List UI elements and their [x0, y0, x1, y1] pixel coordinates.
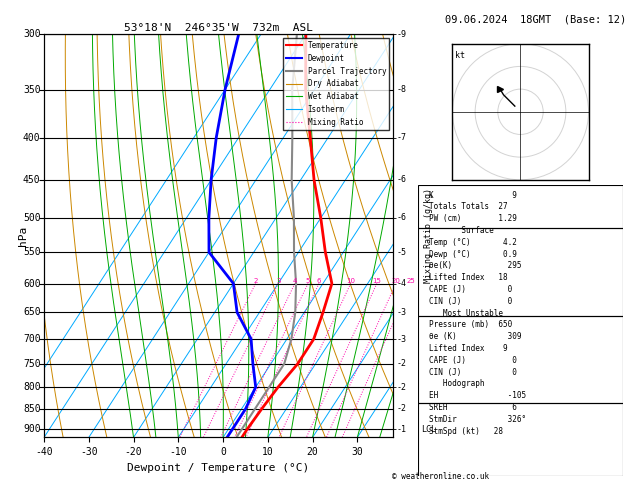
Title: 53°18'N  246°35'W  732m  ASL: 53°18'N 246°35'W 732m ASL [124, 23, 313, 33]
Text: -1: -1 [397, 425, 406, 434]
Text: -2: -2 [397, 404, 406, 414]
Text: -8: -8 [397, 85, 406, 94]
Text: 750: 750 [23, 359, 40, 369]
Text: © weatheronline.co.uk: © weatheronline.co.uk [392, 472, 489, 481]
X-axis label: Dewpoint / Temperature (°C): Dewpoint / Temperature (°C) [128, 463, 309, 473]
Text: 20: 20 [391, 278, 401, 283]
Text: -4: -4 [397, 279, 406, 288]
Text: Mixing Ratio (g/kg): Mixing Ratio (g/kg) [423, 188, 433, 283]
Text: 500: 500 [23, 213, 40, 223]
Text: 5: 5 [306, 278, 310, 283]
Text: 550: 550 [23, 247, 40, 257]
Text: 09.06.2024  18GMT  (Base: 12): 09.06.2024 18GMT (Base: 12) [445, 15, 626, 25]
Text: 650: 650 [23, 307, 40, 317]
Text: -3: -3 [397, 308, 406, 317]
Text: 2: 2 [253, 278, 258, 283]
Text: 800: 800 [23, 382, 40, 392]
Text: 700: 700 [23, 334, 40, 344]
Text: -7: -7 [397, 133, 406, 142]
Text: 450: 450 [23, 175, 40, 185]
Text: 15: 15 [372, 278, 381, 283]
Text: 25: 25 [407, 278, 415, 283]
Text: -2: -2 [397, 359, 406, 368]
Text: -5: -5 [397, 248, 406, 257]
Text: 350: 350 [23, 85, 40, 94]
Text: 600: 600 [23, 278, 40, 289]
Text: 300: 300 [23, 29, 40, 39]
Text: K                 9
Totals Totals  27
PW (cm)        1.29
       Surface
Temp (°: K 9 Totals Totals 27 PW (cm) 1.29 Surfac… [428, 191, 526, 435]
Legend: Temperature, Dewpoint, Parcel Trajectory, Dry Adiabat, Wet Adiabat, Isotherm, Mi: Temperature, Dewpoint, Parcel Trajectory… [283, 38, 389, 130]
Text: 10: 10 [346, 278, 355, 283]
Text: 6: 6 [317, 278, 321, 283]
Text: -6: -6 [397, 213, 406, 223]
Text: 4: 4 [292, 278, 297, 283]
Text: -6: -6 [397, 175, 406, 185]
Text: 3: 3 [276, 278, 281, 283]
Text: -3: -3 [397, 334, 406, 344]
Text: kt: kt [455, 51, 465, 60]
Text: hPa: hPa [18, 226, 28, 246]
Text: 400: 400 [23, 133, 40, 142]
Text: -2: -2 [397, 382, 406, 392]
Text: 850: 850 [23, 404, 40, 414]
Text: LCL: LCL [421, 425, 436, 434]
Text: -9: -9 [397, 30, 406, 38]
Text: 900: 900 [23, 424, 40, 434]
